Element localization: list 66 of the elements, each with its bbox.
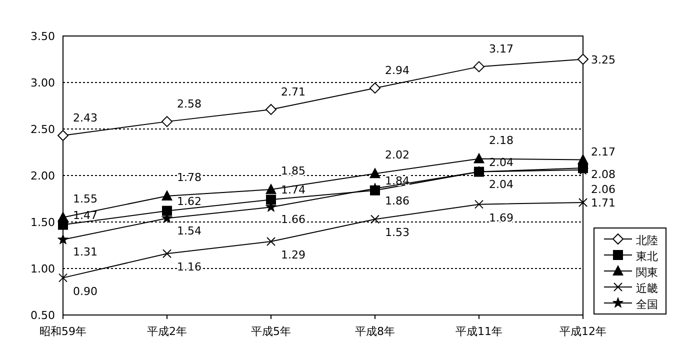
point bbox=[266, 183, 276, 194]
data-label: 1.85 bbox=[281, 164, 306, 178]
y-tick-label: 0.50 bbox=[30, 309, 55, 322]
point bbox=[370, 214, 380, 224]
data-label: 1.55 bbox=[73, 192, 98, 206]
data-label: 1.54 bbox=[177, 224, 202, 238]
data-label: 1.71 bbox=[591, 196, 616, 210]
data-label: 1.29 bbox=[281, 248, 306, 262]
data-label: 1.66 bbox=[281, 213, 306, 226]
legend-label: 東北 bbox=[636, 250, 658, 263]
point bbox=[58, 273, 68, 282]
x-tick-label: 平成12年 bbox=[560, 325, 606, 338]
point bbox=[370, 82, 380, 94]
x-tick-label: 平成8年 bbox=[355, 325, 395, 338]
point bbox=[474, 61, 484, 72]
x-tick-label: 平成2年 bbox=[147, 325, 187, 338]
y-tick-label: 3.50 bbox=[30, 30, 55, 43]
data-label: 2.58 bbox=[177, 98, 202, 111]
data-label: 2.43 bbox=[73, 112, 98, 125]
legend-label: 関東 bbox=[636, 266, 658, 279]
point bbox=[162, 249, 172, 258]
data-label: 2.08 bbox=[591, 168, 616, 182]
data-label: 2.17 bbox=[591, 146, 616, 159]
point bbox=[266, 237, 276, 246]
data-label: 3.25 bbox=[591, 53, 616, 66]
data-label: 2.94 bbox=[385, 64, 410, 78]
y-tick-label: 3.00 bbox=[30, 76, 55, 90]
point bbox=[162, 190, 172, 200]
legend-label: 全国 bbox=[636, 298, 658, 311]
data-label: 3.17 bbox=[489, 42, 514, 56]
data-label: 1.69 bbox=[489, 211, 514, 224]
point bbox=[474, 200, 484, 209]
point bbox=[578, 198, 588, 207]
data-label: 2.18 bbox=[489, 134, 514, 147]
legend-label: 北陸 bbox=[636, 234, 658, 247]
data-label: 1.84 bbox=[385, 174, 410, 188]
x-tick-label: 平成11年 bbox=[456, 325, 502, 338]
data-label: 2.71 bbox=[281, 85, 306, 98]
data-label: 0.90 bbox=[73, 284, 98, 298]
x-tick-label: 平成5年 bbox=[251, 325, 291, 338]
point bbox=[474, 152, 484, 164]
data-label: 2.04 bbox=[489, 178, 514, 191]
data-label: 2.06 bbox=[591, 182, 616, 196]
point bbox=[370, 168, 380, 178]
data-label: 1.62 bbox=[177, 194, 202, 208]
legend-label: 近畿 bbox=[636, 282, 658, 295]
data-label: 2.02 bbox=[385, 148, 410, 162]
point bbox=[578, 54, 588, 65]
point bbox=[58, 234, 68, 244]
y-tick-label: 2.00 bbox=[30, 170, 55, 182]
data-label: 1.31 bbox=[73, 246, 98, 259]
point bbox=[162, 206, 172, 216]
data-label: 1.78 bbox=[177, 170, 202, 184]
point bbox=[58, 211, 68, 222]
data-label: 1.86 bbox=[385, 194, 410, 208]
point bbox=[266, 104, 276, 115]
y-tick-label: 1.50 bbox=[30, 216, 55, 229]
data-label: 1.53 bbox=[385, 226, 410, 240]
point bbox=[266, 194, 276, 205]
point bbox=[578, 154, 588, 164]
y-tick-label: 1.00 bbox=[30, 262, 55, 276]
y-tick-label: 2.50 bbox=[30, 123, 55, 136]
data-label: 1.16 bbox=[177, 260, 202, 274]
point bbox=[58, 130, 68, 142]
point bbox=[162, 116, 172, 128]
x-tick-label: 昭和59年 bbox=[40, 325, 86, 338]
